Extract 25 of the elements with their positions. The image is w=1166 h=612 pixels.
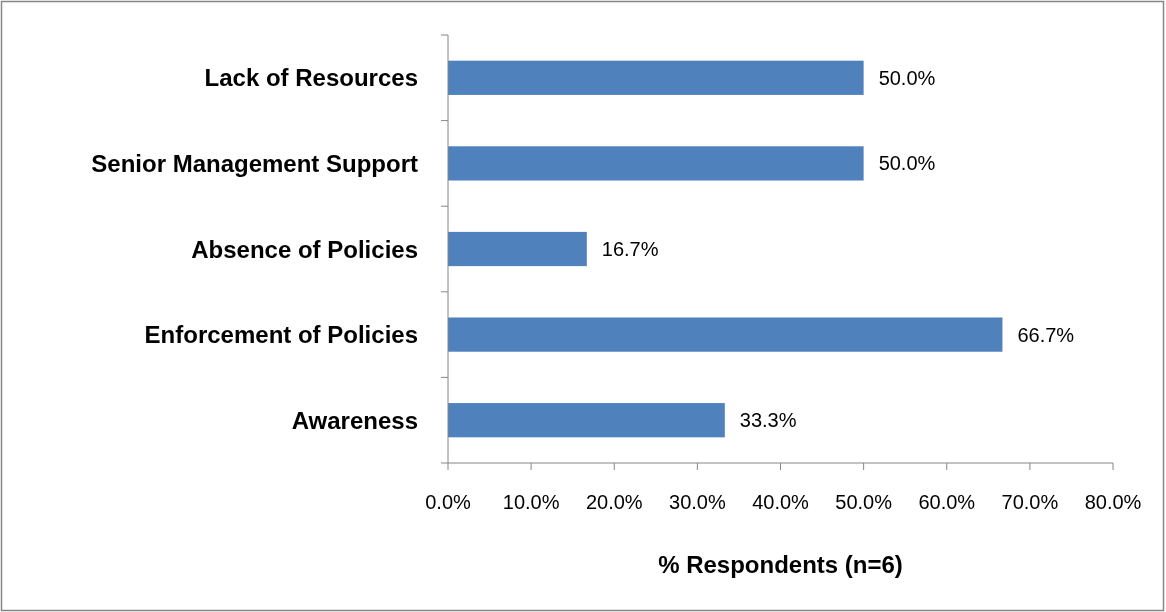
x-tick-label: 0.0%	[425, 491, 472, 513]
bar	[448, 231, 587, 267]
y-tick-label: Lack of Resources	[204, 64, 418, 92]
x-axis-title: % Respondents (n=6)	[658, 551, 903, 578]
y-tick-label: Awareness	[291, 406, 418, 434]
y-tick-label: Senior Management Support	[91, 149, 418, 177]
x-tick-label: 70.0%	[1001, 491, 1059, 513]
x-tick-label: 30.0%	[669, 491, 726, 513]
x-tick-label: 10.0%	[502, 491, 560, 513]
bar	[448, 60, 864, 95]
data-label: 66.7%	[1017, 323, 1075, 346]
data-label: 50.0%	[878, 66, 936, 89]
x-tick-label: 40.0%	[752, 491, 810, 513]
bar	[448, 317, 1003, 352]
data-label: 50.0%	[878, 152, 936, 175]
data-label: 33.3%	[739, 409, 797, 432]
bar	[448, 403, 725, 438]
y-tick-label: Absence of Policies	[191, 235, 418, 263]
x-tick-label: 80.0%	[1084, 491, 1142, 513]
y-tick-label: Enforcement of Policies	[144, 321, 418, 349]
x-tick-label: 50.0%	[835, 491, 893, 513]
x-tick-label: 60.0%	[918, 491, 976, 513]
data-label: 16.7%	[601, 238, 659, 260]
bar	[448, 146, 864, 181]
x-tick-label: 20.0%	[585, 491, 643, 513]
